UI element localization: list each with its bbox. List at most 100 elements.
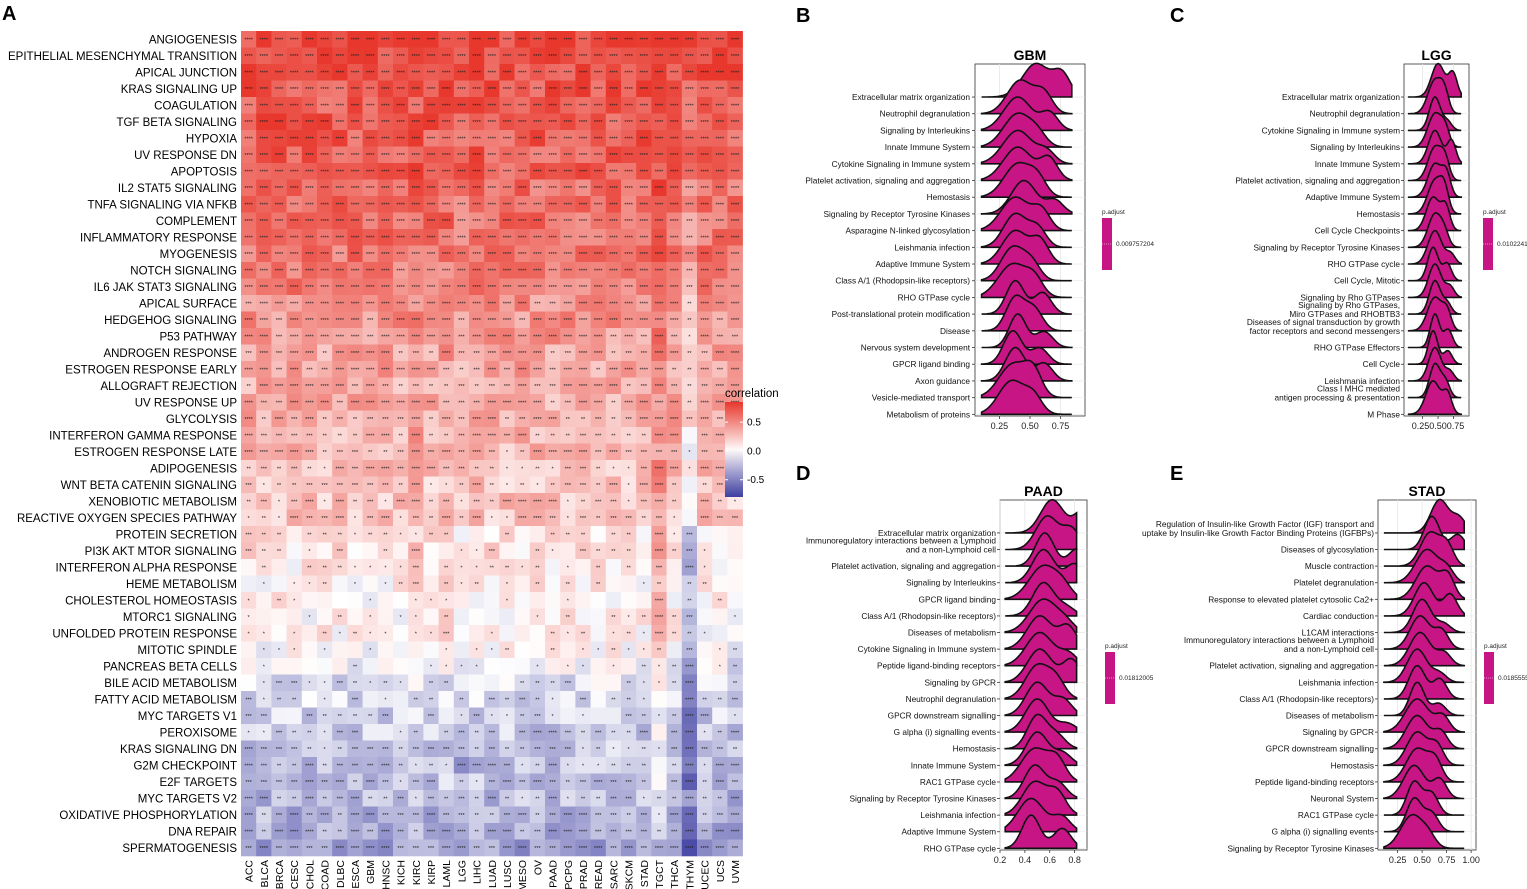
- heatmap-cell: [636, 592, 652, 609]
- significance-mark: ***: [443, 367, 450, 373]
- heatmap-cell: [499, 64, 515, 81]
- significance-mark: ****: [381, 235, 390, 241]
- heatmap-cell: [286, 196, 303, 213]
- heatmap-cell: [590, 592, 607, 609]
- heatmap-cell: [256, 377, 272, 395]
- ridge-label-cell-cycle: Cell Cycle: [1363, 359, 1401, 369]
- significance-mark: ****: [731, 169, 740, 175]
- heatmap-cell: [484, 658, 500, 675]
- heatmap-cell: [301, 377, 318, 395]
- significance-mark: ****: [533, 54, 542, 60]
- significance-mark: ****: [655, 417, 664, 423]
- significance-mark: ****: [366, 70, 375, 76]
- significance-mark: ****: [336, 367, 345, 373]
- significance-mark: ****: [244, 450, 253, 456]
- ridge-label-class-a-1-rhodopsin-like-receptors: Class A/1 (Rhodopsin-like receptors): [1239, 694, 1374, 704]
- heatmap-cell: [469, 80, 485, 98]
- heatmap-cell: [438, 245, 455, 263]
- heatmap-cell: [529, 146, 546, 164]
- heatmap-cell: [241, 427, 257, 444]
- heatmap-cell: [453, 163, 470, 180]
- heatmap-cell: [256, 262, 272, 279]
- heatmap-cell: [499, 674, 515, 692]
- row-label-uv-response-dn: UV RESPONSE DN: [134, 150, 237, 162]
- heatmap-cell: [545, 113, 561, 131]
- significance-mark: ***: [686, 285, 693, 291]
- heatmap-cell: [697, 361, 713, 378]
- heatmap-cell: [408, 410, 424, 428]
- significance-mark: ****: [366, 37, 375, 43]
- significance-mark: ****: [488, 136, 497, 142]
- heatmap-cell: [408, 707, 424, 725]
- significance-mark: ***: [534, 301, 541, 307]
- heatmap-cell: [499, 47, 515, 65]
- significance-mark: ****: [472, 301, 481, 307]
- heatmap-cell: [362, 658, 379, 675]
- heatmap-cell: [271, 625, 287, 642]
- heatmap-cell: [453, 608, 470, 626]
- significance-mark: ****: [548, 219, 557, 225]
- heatmap-cell: [727, 526, 743, 543]
- significance-mark: ****: [655, 103, 664, 109]
- significance-mark: ****: [700, 70, 709, 76]
- significance-mark: ****: [685, 103, 694, 109]
- significance-mark: ****: [366, 367, 375, 373]
- heatmap-cell: [666, 245, 683, 263]
- significance-mark: ****: [275, 829, 284, 835]
- heatmap-cell: [408, 328, 424, 345]
- heatmap-cell: [301, 691, 318, 708]
- significance-mark: ****: [670, 186, 679, 192]
- heatmap-cell: [241, 64, 257, 81]
- heatmap-cell: [469, 245, 485, 263]
- heatmap-cell: [301, 328, 318, 345]
- row-label-il2-stat5-signaling: IL2 STAT5 SIGNALING: [118, 183, 237, 195]
- significance-mark: ****: [427, 367, 436, 373]
- significance-mark: ****: [366, 301, 375, 307]
- significance-mark: ****: [731, 153, 740, 159]
- heatmap-cell: [484, 674, 500, 692]
- heatmap-cell: [681, 80, 698, 98]
- heatmap-cell: [301, 80, 318, 98]
- heatmap-cell: [727, 80, 743, 98]
- heatmap-cell: [332, 691, 348, 708]
- significance-mark: ***: [382, 813, 389, 819]
- significance-mark: ****: [533, 351, 542, 357]
- significance-mark: ***: [413, 747, 420, 753]
- significance-mark: ****: [260, 846, 269, 852]
- significance-mark: ****: [579, 219, 588, 225]
- heatmap-cell: [605, 163, 622, 180]
- heatmap-cell: [469, 691, 485, 708]
- significance-mark: ****: [381, 87, 390, 93]
- significance-mark: ****: [488, 268, 497, 274]
- significance-mark: ***: [245, 697, 252, 703]
- significance-mark: ****: [244, 103, 253, 109]
- row-label-adipogenesis: ADIPOGENESIS: [150, 463, 237, 475]
- heatmap-cell: [362, 130, 379, 147]
- heatmap-cell: [545, 328, 561, 345]
- significance-mark: ***: [458, 466, 465, 472]
- heatmap-cell: [393, 130, 409, 147]
- heatmap-cell: [514, 344, 531, 362]
- heatmap-cell: [605, 47, 622, 65]
- significance-mark: ****: [700, 301, 709, 307]
- heatmap-cell: [469, 295, 485, 312]
- heatmap-cell: [514, 394, 531, 411]
- heatmap-cell: [666, 163, 683, 180]
- heatmap-cell: [301, 31, 318, 48]
- significance-mark: ****: [290, 351, 299, 357]
- significance-mark: ****: [518, 846, 527, 852]
- heatmap-cell: [241, 229, 257, 246]
- significance-mark: ****: [442, 219, 451, 225]
- significance-mark: ****: [685, 186, 694, 192]
- heatmap-cell: [590, 130, 607, 147]
- significance-mark: ****: [457, 202, 466, 208]
- significance-mark: ***: [565, 730, 572, 736]
- significance-mark: ****: [442, 120, 451, 126]
- significance-mark: ****: [609, 268, 618, 274]
- significance-mark: ****: [518, 87, 527, 93]
- heatmap-cell: [590, 410, 607, 428]
- significance-mark: **: [322, 433, 327, 439]
- heatmap-cell: [484, 361, 500, 378]
- heatmap-cell: [286, 64, 303, 81]
- significance-mark: ***: [397, 813, 404, 819]
